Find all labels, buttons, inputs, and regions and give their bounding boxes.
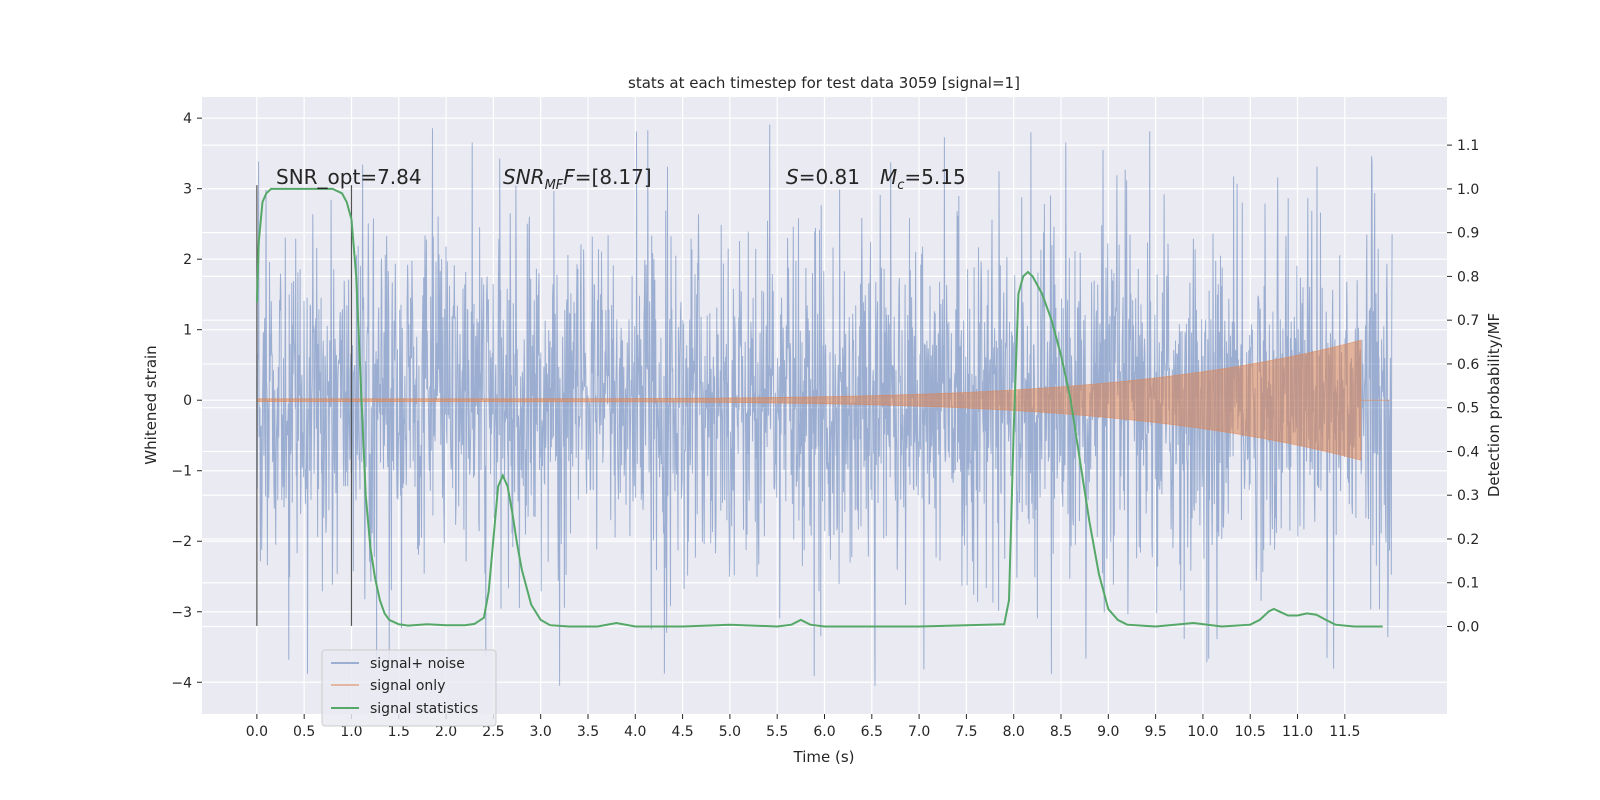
y-right-tick-label: 0.9: [1457, 226, 1479, 242]
x-tick-label: 3.5: [577, 724, 599, 740]
x-tick-label: 8.0: [1003, 724, 1025, 740]
y-tick-label: 0: [183, 393, 192, 409]
x-tick-label: 5.5: [766, 724, 788, 740]
y-right-tick-label: 0.2: [1457, 532, 1479, 548]
annotation-snr-opt: SNR_opt=7.84: [276, 165, 422, 189]
annotation-mc: Mc=5.15: [880, 165, 966, 193]
y-tick-label: −1: [171, 464, 192, 480]
x-tick-label: 10.5: [1235, 724, 1266, 740]
y-right-tick-label: 0.5: [1457, 401, 1479, 417]
y-right-tick-label: 0.6: [1457, 357, 1479, 373]
annotation-snr-mf: SNRMFF=[8.17]: [503, 165, 652, 193]
y-right-tick-label: 0.1: [1457, 576, 1479, 592]
y-tick-label: 4: [183, 111, 192, 127]
y-right-tick-label: 1.1: [1457, 138, 1479, 154]
y-right-tick-label: 1.0: [1457, 182, 1479, 198]
x-tick-label: 11.0: [1282, 724, 1313, 740]
x-tick-label: 10.0: [1187, 724, 1218, 740]
x-tick-label: 9.5: [1144, 724, 1166, 740]
x-tick-label: 0.0: [246, 724, 268, 740]
x-tick-label: 2.0: [435, 724, 457, 740]
series-signal-only-envelope: [256, 339, 1362, 461]
x-tick-label: 6.0: [813, 724, 835, 740]
x-tick-label: 3.0: [530, 724, 552, 740]
y-right-tick-label: 0.8: [1457, 269, 1479, 285]
legend-box: [321, 649, 497, 727]
y-tick-label: 2: [183, 252, 192, 268]
legend-label-signal: signal only: [370, 678, 445, 694]
annotation-s: S=0.81: [786, 165, 860, 189]
y-right-tick-label: 0.3: [1457, 488, 1479, 504]
tick-layer: 0.0 0.5 1.0 1.5 2.0 2.5 3.0 3.5 4.0 4.5 5.0 5.5 6.0 6…: [171, 111, 1479, 740]
legend: signal+ noise signal only signal statist…: [321, 649, 497, 727]
y-axis-label: Whitened strain: [142, 345, 160, 464]
x-tick-label: 11.5: [1329, 724, 1360, 740]
x-axis-label: Time (s): [793, 748, 855, 766]
legend-label-noise: signal+ noise: [370, 656, 465, 672]
x-tick-label: 7.5: [955, 724, 977, 740]
y-tick-label: −2: [171, 534, 192, 550]
series-signal-statistics-line: [255, 187, 1383, 628]
y-right-tick-label: 0.4: [1457, 444, 1479, 460]
x-tick-label: 4.5: [671, 724, 693, 740]
annotations: SNR_opt=7.84 SNRMFF=[8.17] S=0.81 Mc=5.1…: [276, 165, 966, 193]
x-tick-label: 8.5: [1050, 724, 1072, 740]
x-tick-label: 6.5: [861, 724, 883, 740]
x-tick-label: 1.5: [388, 724, 410, 740]
chart-title: stats at each timestep for test data 305…: [628, 74, 1020, 92]
x-tick-label: 9.0: [1097, 724, 1119, 740]
x-tick-label: 5.0: [719, 724, 741, 740]
y-tick-label: −4: [171, 675, 192, 691]
x-tick-label: 2.5: [482, 724, 504, 740]
y-right-tick-label: 0.0: [1457, 619, 1479, 635]
x-tick-label: 0.5: [293, 724, 315, 740]
y-tick-label: −3: [171, 605, 192, 621]
y-right-tick-label: 0.7: [1457, 313, 1479, 329]
x-tick-label: 4.0: [624, 724, 646, 740]
legend-label-stats: signal statistics: [370, 701, 478, 717]
series-layer: [255, 124, 1393, 686]
y-tick-label: 1: [183, 323, 192, 339]
x-tick-label: 1.0: [340, 724, 362, 740]
x-tick-label: 7.0: [908, 724, 930, 740]
y-axis-right-label: Detection probability/MF: [1485, 313, 1503, 497]
y-tick-label: 3: [183, 182, 192, 198]
